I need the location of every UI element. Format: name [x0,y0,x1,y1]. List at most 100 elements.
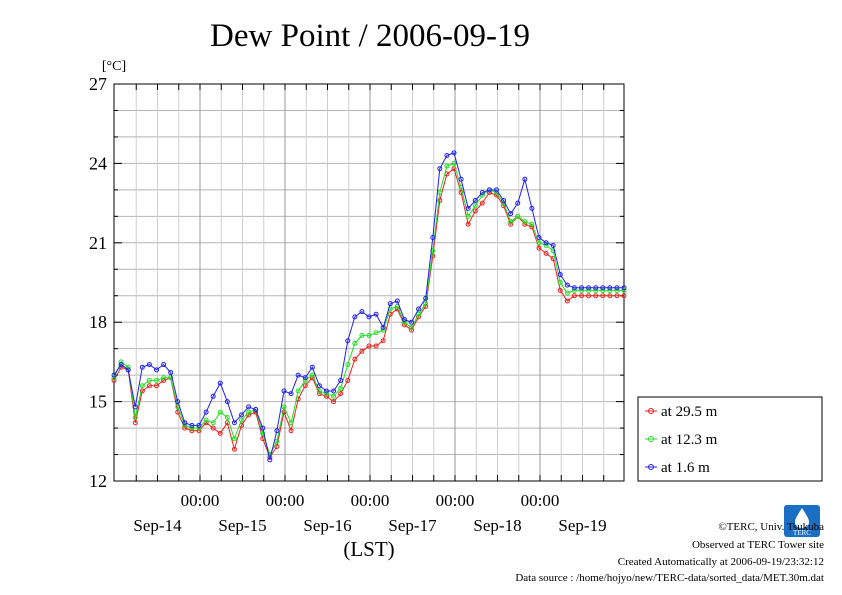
data-point [189,428,195,434]
data-point [274,444,280,450]
data-point [508,211,514,217]
data-point [288,391,294,397]
data-point [359,348,365,354]
legend: at 29.5 m at 12.3 m at 1.6 m [637,396,823,482]
series-line [113,152,624,460]
data-point [118,362,124,368]
terc-logo: TERC [784,505,820,537]
data-point [345,377,351,383]
created-at-text: Created Automatically at 2006-09-19/23:3… [617,556,824,568]
data-point [380,324,386,330]
data-point [267,457,273,463]
data-point [621,287,627,293]
data-point [154,367,159,373]
data-point [203,409,209,415]
data-point [586,285,592,291]
data-point [373,330,379,336]
x-date-label: Sep-15 [218,516,266,535]
x-time-label: 00:00 [181,491,220,510]
data-point [196,425,202,431]
data-point [472,197,478,203]
data-point [543,240,549,246]
y-tick-label: 18 [89,312,107,332]
data-point [161,377,167,383]
data-point [607,293,613,299]
data-point [309,372,315,378]
data-point [564,290,570,296]
data-point [217,430,223,436]
legend-label: at 12.3 m [661,432,718,448]
copyright-text: ©TERC, Univ. Tsukuba [718,521,824,533]
data-point [501,197,507,203]
data-point [352,356,358,362]
data-point [437,166,443,172]
data-point [302,375,308,381]
data-point [132,414,138,420]
data-point [600,285,606,291]
legend-swatch-marker [648,436,654,442]
data-point [281,388,287,394]
series-2 [111,160,627,458]
axis-ticks [114,83,624,482]
data-point [366,343,372,349]
data-point [324,391,329,397]
data-point [239,417,244,423]
data-point [154,377,159,383]
x-axis-label: (LST) [343,537,394,561]
x-date-label: Sep-19 [558,516,606,535]
data-point [494,187,499,193]
data-point [515,200,521,206]
data-point [161,375,167,381]
data-source-text: Data source : /home/hojyo/new/TERC-data/… [515,572,824,584]
data-point [458,190,464,196]
data-point [401,319,407,325]
data-point [253,407,259,413]
data-point [203,417,209,423]
data-point [231,420,237,426]
series-line [113,162,624,456]
data-point [472,203,478,209]
data-point [132,404,138,410]
data-point [515,213,521,219]
data-point [451,160,457,166]
data-point [564,282,570,288]
data-point [111,372,117,378]
data-point [479,190,485,196]
data-point [267,452,273,458]
data-point [366,332,372,338]
x-date-label: Sep-16 [303,516,351,535]
data-point [579,293,584,299]
x-date-label: Sep-17 [388,516,437,535]
data-point [593,287,599,293]
y-tick-label: 27 [89,74,107,94]
data-point [472,208,478,214]
data-point [139,388,145,394]
data-point [309,364,315,370]
data-point [607,287,613,293]
data-point [331,393,337,399]
data-point [111,377,117,383]
data-point [409,319,414,325]
data-point [571,287,577,293]
data-point [543,242,549,248]
data-point [522,176,528,182]
data-point [168,369,174,375]
data-point [593,293,599,299]
legend-items: at 29.5 m at 12.3 m at 1.6 m [645,404,718,476]
data-point [210,420,216,426]
data-point [465,205,471,211]
data-point [387,301,393,307]
data-point [614,293,620,299]
data-point [430,248,436,254]
data-point [175,399,181,405]
data-point [316,383,322,389]
data-point [536,245,542,251]
data-point [359,332,365,338]
data-point [139,383,145,389]
y-tick-label: 21 [89,233,107,253]
data-point [458,176,464,182]
data-point [338,377,344,383]
data-point [529,205,535,211]
data-point [508,221,514,227]
data-point [557,272,563,278]
